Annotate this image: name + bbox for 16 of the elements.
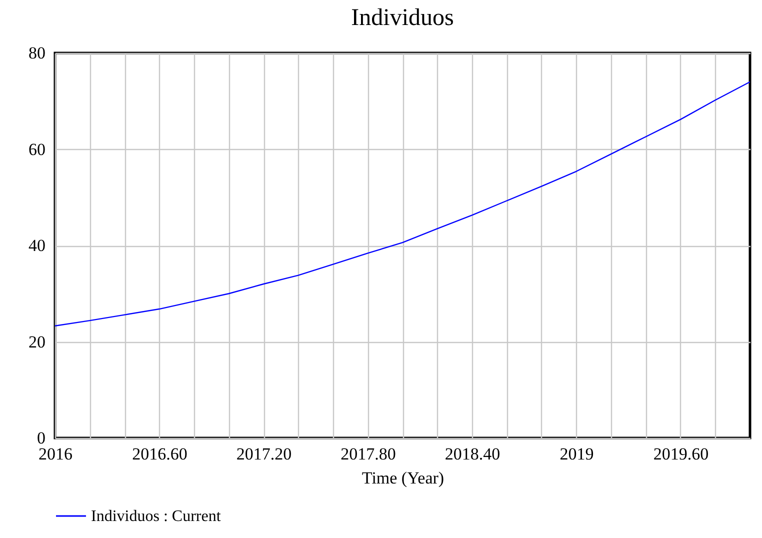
chart-title: Individuos <box>351 5 454 31</box>
x-tick-label: 2017.20 <box>236 444 292 464</box>
y-tick-label: 40 <box>28 236 46 255</box>
x-tick-label: 2016 <box>38 444 72 464</box>
x-axis-title: Time (Year) <box>362 468 444 488</box>
x-tick-label: 2018.40 <box>444 444 500 464</box>
line-series <box>55 81 750 326</box>
y-tick-label: 60 <box>28 140 46 159</box>
x-tick-label: 2019.60 <box>653 444 709 464</box>
x-tick-label: 2016.60 <box>132 444 188 464</box>
x-tick-label: 2019 <box>560 444 594 464</box>
y-tick-label: 80 <box>28 44 46 62</box>
y-tick-label: 0 <box>37 428 46 448</box>
y-tick-label: 20 <box>28 332 46 352</box>
legend-label: Individuos : Current <box>91 508 222 525</box>
x-tick-label: 2017.80 <box>340 444 396 464</box>
